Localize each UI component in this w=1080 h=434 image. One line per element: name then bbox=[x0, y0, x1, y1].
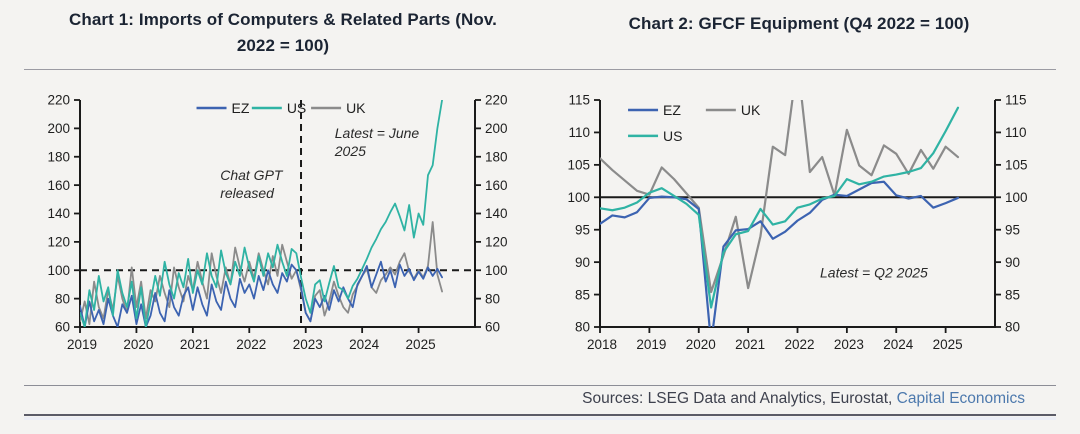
chart1-title-line2: 2022 = 100) bbox=[236, 36, 330, 55]
footer-bottom-divider bbox=[24, 414, 1056, 416]
chart2-title-line1: Chart 2: GFCF Equipment (Q4 2022 = 100) bbox=[628, 14, 970, 33]
y-axis-tick-label: 120 bbox=[485, 235, 508, 250]
chart-annotation: Latest = June 2025 bbox=[334, 125, 420, 159]
x-axis-tick-label: 2024 bbox=[349, 337, 380, 352]
x-axis-tick-label: 2023 bbox=[834, 337, 864, 352]
x-axis-tick-label: 2019 bbox=[67, 337, 97, 352]
y-axis-tick-label: 160 bbox=[485, 178, 508, 193]
chart1-title: Chart 1: Imports of Computers & Related … bbox=[40, 7, 526, 59]
footer-top-divider bbox=[24, 385, 1056, 386]
legend-label-ez: EZ bbox=[663, 102, 681, 118]
series-us-line bbox=[80, 100, 443, 327]
y-axis-tick-label: 100 bbox=[485, 263, 508, 278]
series-ez-line bbox=[80, 260, 443, 327]
chart1-imports-computers-plot: 60 60 80 80 100 100 120 120 140 140 160 160 180 180 20… bbox=[47, 93, 508, 352]
x-axis-tick-label: 2021 bbox=[735, 337, 765, 352]
x-axis-tick-label: 2020 bbox=[123, 337, 153, 352]
x-axis-tick-label: 2025 bbox=[406, 337, 436, 352]
x-axis-tick-label: 2023 bbox=[293, 337, 323, 352]
y-axis-tick-label: 80 bbox=[575, 320, 590, 335]
sources-line: Sources: LSEG Data and Analytics, Eurost… bbox=[24, 390, 1025, 408]
series-ez-line bbox=[600, 180, 960, 327]
x-axis-tick-label: 2018 bbox=[587, 337, 617, 352]
y-axis-tick-label: 160 bbox=[47, 178, 70, 193]
y-axis-tick-label: 220 bbox=[47, 93, 70, 108]
chart-annotation: Chat GPT released bbox=[220, 167, 284, 201]
x-axis-tick-label: 2020 bbox=[686, 337, 716, 352]
legend-label-uk: UK bbox=[346, 100, 366, 116]
series-uk-line bbox=[600, 100, 960, 294]
y-axis-tick-label: 100 bbox=[1005, 190, 1028, 205]
y-axis-tick-label: 105 bbox=[1005, 158, 1028, 173]
chart2-title: Chart 2: GFCF Equipment (Q4 2022 = 100) bbox=[556, 11, 1042, 37]
y-axis-tick-label: 115 bbox=[1005, 93, 1027, 108]
series-uk-line bbox=[80, 221, 443, 326]
y-axis-tick-label: 105 bbox=[567, 158, 590, 173]
y-axis-tick-label: 180 bbox=[485, 149, 508, 164]
y-axis-tick-label: 60 bbox=[485, 320, 500, 335]
legend-label-uk: UK bbox=[741, 102, 761, 118]
y-axis-tick-label: 90 bbox=[1005, 255, 1020, 270]
legend-label-ez: EZ bbox=[232, 100, 250, 116]
x-axis-tick-label: 2022 bbox=[236, 337, 266, 352]
y-axis-tick-label: 85 bbox=[1005, 287, 1020, 302]
y-axis-tick-label: 200 bbox=[485, 121, 508, 136]
legend-label-us: US bbox=[287, 100, 306, 116]
x-axis-tick-label: 2025 bbox=[933, 337, 963, 352]
y-axis-tick-label: 80 bbox=[1005, 320, 1020, 335]
y-axis-tick-label: 80 bbox=[55, 291, 70, 306]
x-axis-tick-label: 2019 bbox=[636, 337, 666, 352]
y-axis-tick-label: 95 bbox=[1005, 222, 1020, 237]
y-axis-tick-label: 140 bbox=[485, 206, 508, 221]
y-axis-tick-label: 60 bbox=[55, 320, 70, 335]
y-axis-tick-label: 110 bbox=[1005, 125, 1027, 140]
x-axis-tick-label: 2022 bbox=[784, 337, 814, 352]
y-axis-tick-label: 120 bbox=[47, 235, 70, 250]
y-axis-tick-label: 90 bbox=[575, 255, 590, 270]
y-axis-tick-label: 95 bbox=[575, 222, 590, 237]
y-axis-tick-label: 140 bbox=[47, 206, 70, 221]
chart2-gfcf-equipment-plot: 80 80 85 85 90 90 95 95 100 100 105 105 110 110 115 115… bbox=[567, 93, 1028, 352]
y-axis-tick-label: 220 bbox=[485, 93, 508, 108]
y-axis-tick-label: 100 bbox=[567, 190, 590, 205]
y-axis-tick-label: 180 bbox=[47, 149, 70, 164]
bottom-accent-strip bbox=[24, 417, 1056, 420]
y-axis-tick-label: 200 bbox=[47, 121, 70, 136]
header-divider bbox=[24, 69, 1056, 70]
x-axis-tick-label: 2021 bbox=[180, 337, 210, 352]
series-us-line bbox=[600, 106, 960, 309]
y-axis-tick-label: 80 bbox=[485, 291, 500, 306]
legend-label-us: US bbox=[663, 128, 682, 144]
y-axis-tick-label: 115 bbox=[568, 93, 590, 108]
chart-annotation: Latest = Q2 2025 bbox=[820, 265, 928, 281]
y-axis-tick-label: 85 bbox=[575, 287, 590, 302]
capital-economics-link[interactable]: Capital Economics bbox=[896, 390, 1025, 407]
y-axis-tick-label: 100 bbox=[47, 263, 70, 278]
y-axis-tick-label: 110 bbox=[568, 125, 590, 140]
sources-text: Sources: LSEG Data and Analytics, Eurost… bbox=[582, 390, 897, 407]
axis-frame bbox=[599, 100, 996, 328]
chart1-title-line1: Chart 1: Imports of Computers & Related … bbox=[69, 10, 497, 29]
x-axis-tick-label: 2024 bbox=[883, 337, 914, 352]
